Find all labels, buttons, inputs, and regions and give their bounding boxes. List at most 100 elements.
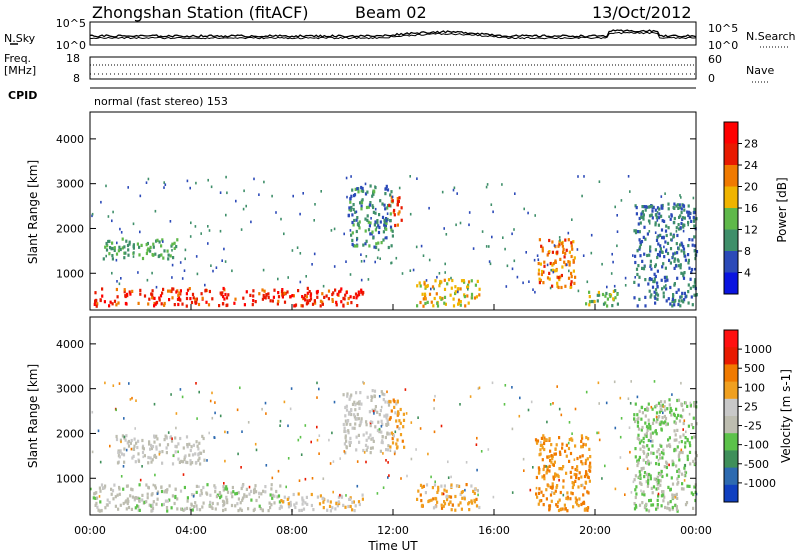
power-cell-103 [163, 303, 166, 307]
power-cell-437 [381, 202, 384, 206]
vel-cell-1216 [645, 508, 648, 512]
power-cell-876 [634, 231, 638, 235]
vel-cell-248 [179, 436, 182, 441]
power-cell-245 [173, 246, 176, 250]
vel-cell-817 [585, 470, 588, 474]
vel-cell-388 [358, 502, 361, 507]
power-cell-1072 [320, 190, 322, 193]
vel-cell-1454 [683, 419, 686, 422]
power-cell-632 [568, 250, 571, 254]
vel-cell-659 [422, 484, 425, 488]
power-cell-1246 [438, 272, 441, 275]
power-cell-142 [177, 296, 181, 300]
power-cell-58 [188, 287, 191, 291]
power-cell-1074 [488, 260, 491, 263]
vel-cell-164 [258, 491, 261, 495]
vel-cell-316 [148, 442, 151, 446]
vel-cell-545 [386, 432, 389, 436]
vel-cell-1390 [630, 491, 633, 494]
vel-cell-182 [225, 496, 228, 500]
power-cell-822 [683, 291, 686, 295]
power-cell-225 [191, 292, 195, 296]
vel-cell-741 [543, 477, 546, 481]
power-cell-982 [676, 276, 679, 280]
vel-cell-984 [634, 455, 637, 459]
power-cell-612 [542, 270, 545, 274]
power-cell-792 [646, 232, 649, 236]
power-cell-1163 [444, 262, 446, 266]
vel-cell-423 [286, 497, 289, 501]
power-cell-1169 [311, 263, 313, 266]
power-cell-504 [443, 301, 446, 305]
power-cell-151 [94, 291, 97, 295]
vel-cell-874 [575, 475, 578, 480]
vel-cell-1139 [642, 458, 645, 462]
vel-cell-1436 [99, 460, 102, 464]
vel-cell-318 [197, 453, 200, 457]
vel-cell-1224 [674, 503, 677, 508]
power-cell-1254 [514, 192, 516, 195]
vel-cell-256 [188, 442, 191, 446]
power-cell-204 [261, 297, 264, 301]
power-cell-772 [637, 222, 640, 226]
vel-cell-824 [584, 472, 588, 476]
vel-cell-627 [448, 495, 451, 499]
vel-cell-356 [133, 437, 136, 441]
vel-cell-986 [638, 441, 642, 445]
vel-cell-385 [302, 499, 305, 503]
power-cell-53 [197, 302, 201, 307]
power-cell-1193 [660, 195, 663, 198]
vel-cell-1183 [655, 507, 658, 511]
vel-cell-838 [552, 477, 555, 481]
vel-cell-1016 [645, 480, 648, 484]
vel-cell-657 [434, 496, 437, 501]
power-cell-1096 [132, 222, 135, 226]
vel-cell-788 [538, 467, 541, 472]
power-cell-756 [682, 300, 685, 304]
power-cell-1049 [632, 254, 634, 257]
power-cell-782 [647, 205, 650, 209]
vel-cell-1084 [666, 422, 669, 426]
power-cell-1080 [455, 223, 457, 227]
vel-cell-22 [129, 494, 132, 498]
power-cell-97 [360, 290, 363, 294]
vel-cell-374 [353, 509, 356, 513]
power-cell-202 [283, 291, 286, 295]
power-cell-201 [171, 287, 174, 291]
vel-cell-422 [329, 509, 332, 513]
vel-cell-1090 [675, 407, 678, 411]
vel-cell-1114 [693, 404, 696, 408]
power-cell-1235 [649, 248, 651, 252]
vel-cell-1466 [680, 448, 683, 452]
vel-cell-1496 [128, 382, 130, 385]
nave-tick-top: 60 [708, 53, 722, 66]
power-cell-646 [540, 244, 543, 248]
power-cell-88 [158, 298, 161, 302]
power-cell-381 [371, 230, 374, 234]
power-cell-351 [364, 242, 367, 246]
power-cell-893 [669, 302, 672, 306]
power-cell-341 [386, 206, 389, 210]
power-cell-187 [186, 288, 190, 292]
vel-cell-486 [348, 443, 351, 447]
vel-cell-676 [457, 503, 460, 507]
vel-cell-1480 [519, 396, 521, 400]
power-cell-896 [690, 267, 694, 272]
vel-cell-760 [563, 503, 566, 507]
vel-cell-1429 [104, 381, 106, 385]
power-cell-518 [463, 295, 466, 299]
power-cell-575 [570, 280, 573, 284]
vel-cell-1499 [624, 493, 626, 496]
vel-cell-879 [543, 474, 546, 478]
vel-cell-884 [565, 454, 568, 458]
vel-cell-831 [562, 485, 565, 489]
vel-cell-1074 [636, 459, 639, 463]
vel-cell-184 [189, 507, 192, 511]
power-cell-1127 [207, 225, 209, 228]
vel-cell-1451 [363, 382, 365, 385]
power-cell-621 [569, 282, 573, 286]
vel-cell-1173 [646, 484, 649, 488]
vel-cell-56 [225, 485, 228, 489]
power-cell-507 [436, 301, 439, 305]
vel-cell-399 [347, 504, 350, 509]
